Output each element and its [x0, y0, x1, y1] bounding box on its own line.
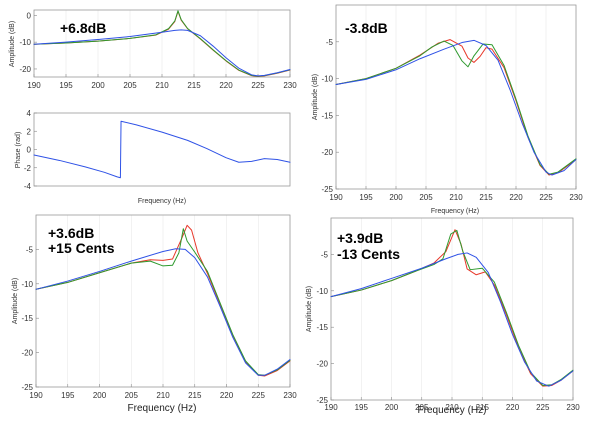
y-tick-label: -10: [19, 38, 31, 47]
x-axis-label: Frequency (Hz): [138, 198, 186, 205]
series-line-blue: [33, 29, 291, 77]
gain-annotation: -3.8dB: [345, 20, 388, 36]
x-tick-label: 230: [566, 403, 580, 412]
y-tick-label: 4: [27, 109, 32, 118]
chart-panel-p3: 190 195 200 205 210 215 220 225 230 -5 -10 -15 -20 -2…: [12, 214, 297, 414]
y-tick-label: -10: [321, 75, 333, 84]
x-tick-label: 200: [385, 403, 399, 412]
y-tick-label: -20: [19, 65, 31, 74]
y-tick-label: -10: [21, 280, 33, 289]
series-line-blue: [33, 120, 291, 179]
x-tick-label: 200: [93, 391, 107, 400]
x-axis-label: Frequency (Hz): [431, 208, 479, 215]
gain-annotation: +6.8dB: [60, 20, 106, 36]
x-tick-label: 190: [27, 81, 41, 90]
x-tick-label: 210: [445, 403, 459, 412]
x-axis-label: Frequency (Hz): [418, 405, 487, 416]
x-tick-label: 205: [415, 403, 429, 412]
chart-panel-p1phase: 4 2 0 -2 -4 Phase (rad) Frequency (Hz): [15, 109, 291, 205]
x-tick-label: 210: [156, 391, 170, 400]
y-tick-label: -4: [24, 182, 32, 191]
x-tick-label: 230: [283, 391, 297, 400]
series-line-green: [330, 229, 574, 386]
y-axis-label: Phase (rad): [15, 132, 22, 169]
x-tick-label: 215: [479, 193, 493, 202]
x-tick-label: 220: [220, 391, 234, 400]
x-tick-label: 220: [219, 81, 233, 90]
series-line-blue: [35, 248, 291, 376]
y-tick-label: -25: [321, 185, 333, 194]
x-axis-label: Frequency (Hz): [128, 403, 197, 414]
series-line-red: [335, 39, 577, 176]
y-tick-label: 0: [27, 11, 32, 20]
y-tick-label: -5: [26, 245, 34, 254]
gain-annotation: -13 Cents: [337, 246, 400, 262]
series-line-green: [335, 40, 577, 175]
x-tick-label: 225: [251, 81, 265, 90]
x-tick-label: 215: [188, 391, 202, 400]
y-tick-label: -5: [321, 250, 329, 259]
x-tick-label: 190: [324, 403, 338, 412]
y-tick-label: -20: [321, 148, 333, 157]
y-tick-label: -15: [21, 314, 33, 323]
x-tick-label: 225: [252, 391, 266, 400]
x-tick-label: 225: [539, 193, 553, 202]
y-tick-label: -25: [21, 383, 33, 392]
y-tick-label: -20: [21, 349, 33, 358]
y-tick-label: 0: [27, 146, 32, 155]
x-tick-label: 230: [569, 193, 583, 202]
series-line-blue: [330, 252, 574, 387]
x-tick-label: 210: [155, 81, 169, 90]
gain-annotation: +3.9dB: [337, 230, 383, 246]
x-tick-label: 200: [91, 81, 105, 90]
gain-annotation: +15 Cents: [48, 240, 115, 256]
x-tick-label: 200: [389, 193, 403, 202]
series-line-blue: [335, 39, 577, 176]
y-tick-label: -10: [316, 287, 328, 296]
y-axis-label: Amplitude (dB): [306, 286, 313, 332]
x-tick-label: 215: [476, 403, 490, 412]
x-tick-label: 195: [359, 193, 373, 202]
x-tick-label: 210: [449, 193, 463, 202]
x-tick-label: 215: [187, 81, 201, 90]
x-tick-label: 230: [283, 81, 297, 90]
y-tick-label: -5: [326, 38, 334, 47]
x-tick-label: 225: [536, 403, 550, 412]
x-tick-label: 205: [125, 391, 139, 400]
y-axis-label: Amplitude (dB): [312, 74, 319, 120]
chart-panel-p4: 190 195 200 205 210 215 220 225 230 -5 -10 -15 -20 -2…: [306, 217, 580, 416]
y-tick-label: -20: [316, 360, 328, 369]
x-tick-label: 195: [355, 403, 369, 412]
plot-frame: [33, 112, 291, 187]
y-tick-label: -2: [24, 164, 32, 173]
y-axis-label: Amplitude (dB): [12, 278, 19, 324]
x-tick-label: 205: [419, 193, 433, 202]
x-tick-label: 220: [506, 403, 520, 412]
chart-panel-p1: 190 195 200 205 210 215 220 225 230 0 -10 -20Amplit…: [9, 9, 297, 90]
y-axis-label: Amplitude (dB): [9, 21, 16, 67]
y-tick-label: -25: [316, 396, 328, 405]
x-tick-label: 190: [329, 193, 343, 202]
x-tick-label: 205: [123, 81, 137, 90]
x-tick-label: 195: [61, 391, 75, 400]
y-tick-label: 2: [27, 127, 32, 136]
x-tick-label: 190: [29, 391, 43, 400]
gain-annotation: +3.6dB: [48, 225, 94, 241]
chart-panel-p2: 190 195 200 205 210 215 220 225 230 -5 -10 -15 -20 -2…: [312, 4, 583, 215]
y-tick-label: -15: [316, 323, 328, 332]
x-tick-label: 220: [509, 193, 523, 202]
y-tick-label: -15: [321, 111, 333, 120]
x-tick-label: 195: [59, 81, 73, 90]
